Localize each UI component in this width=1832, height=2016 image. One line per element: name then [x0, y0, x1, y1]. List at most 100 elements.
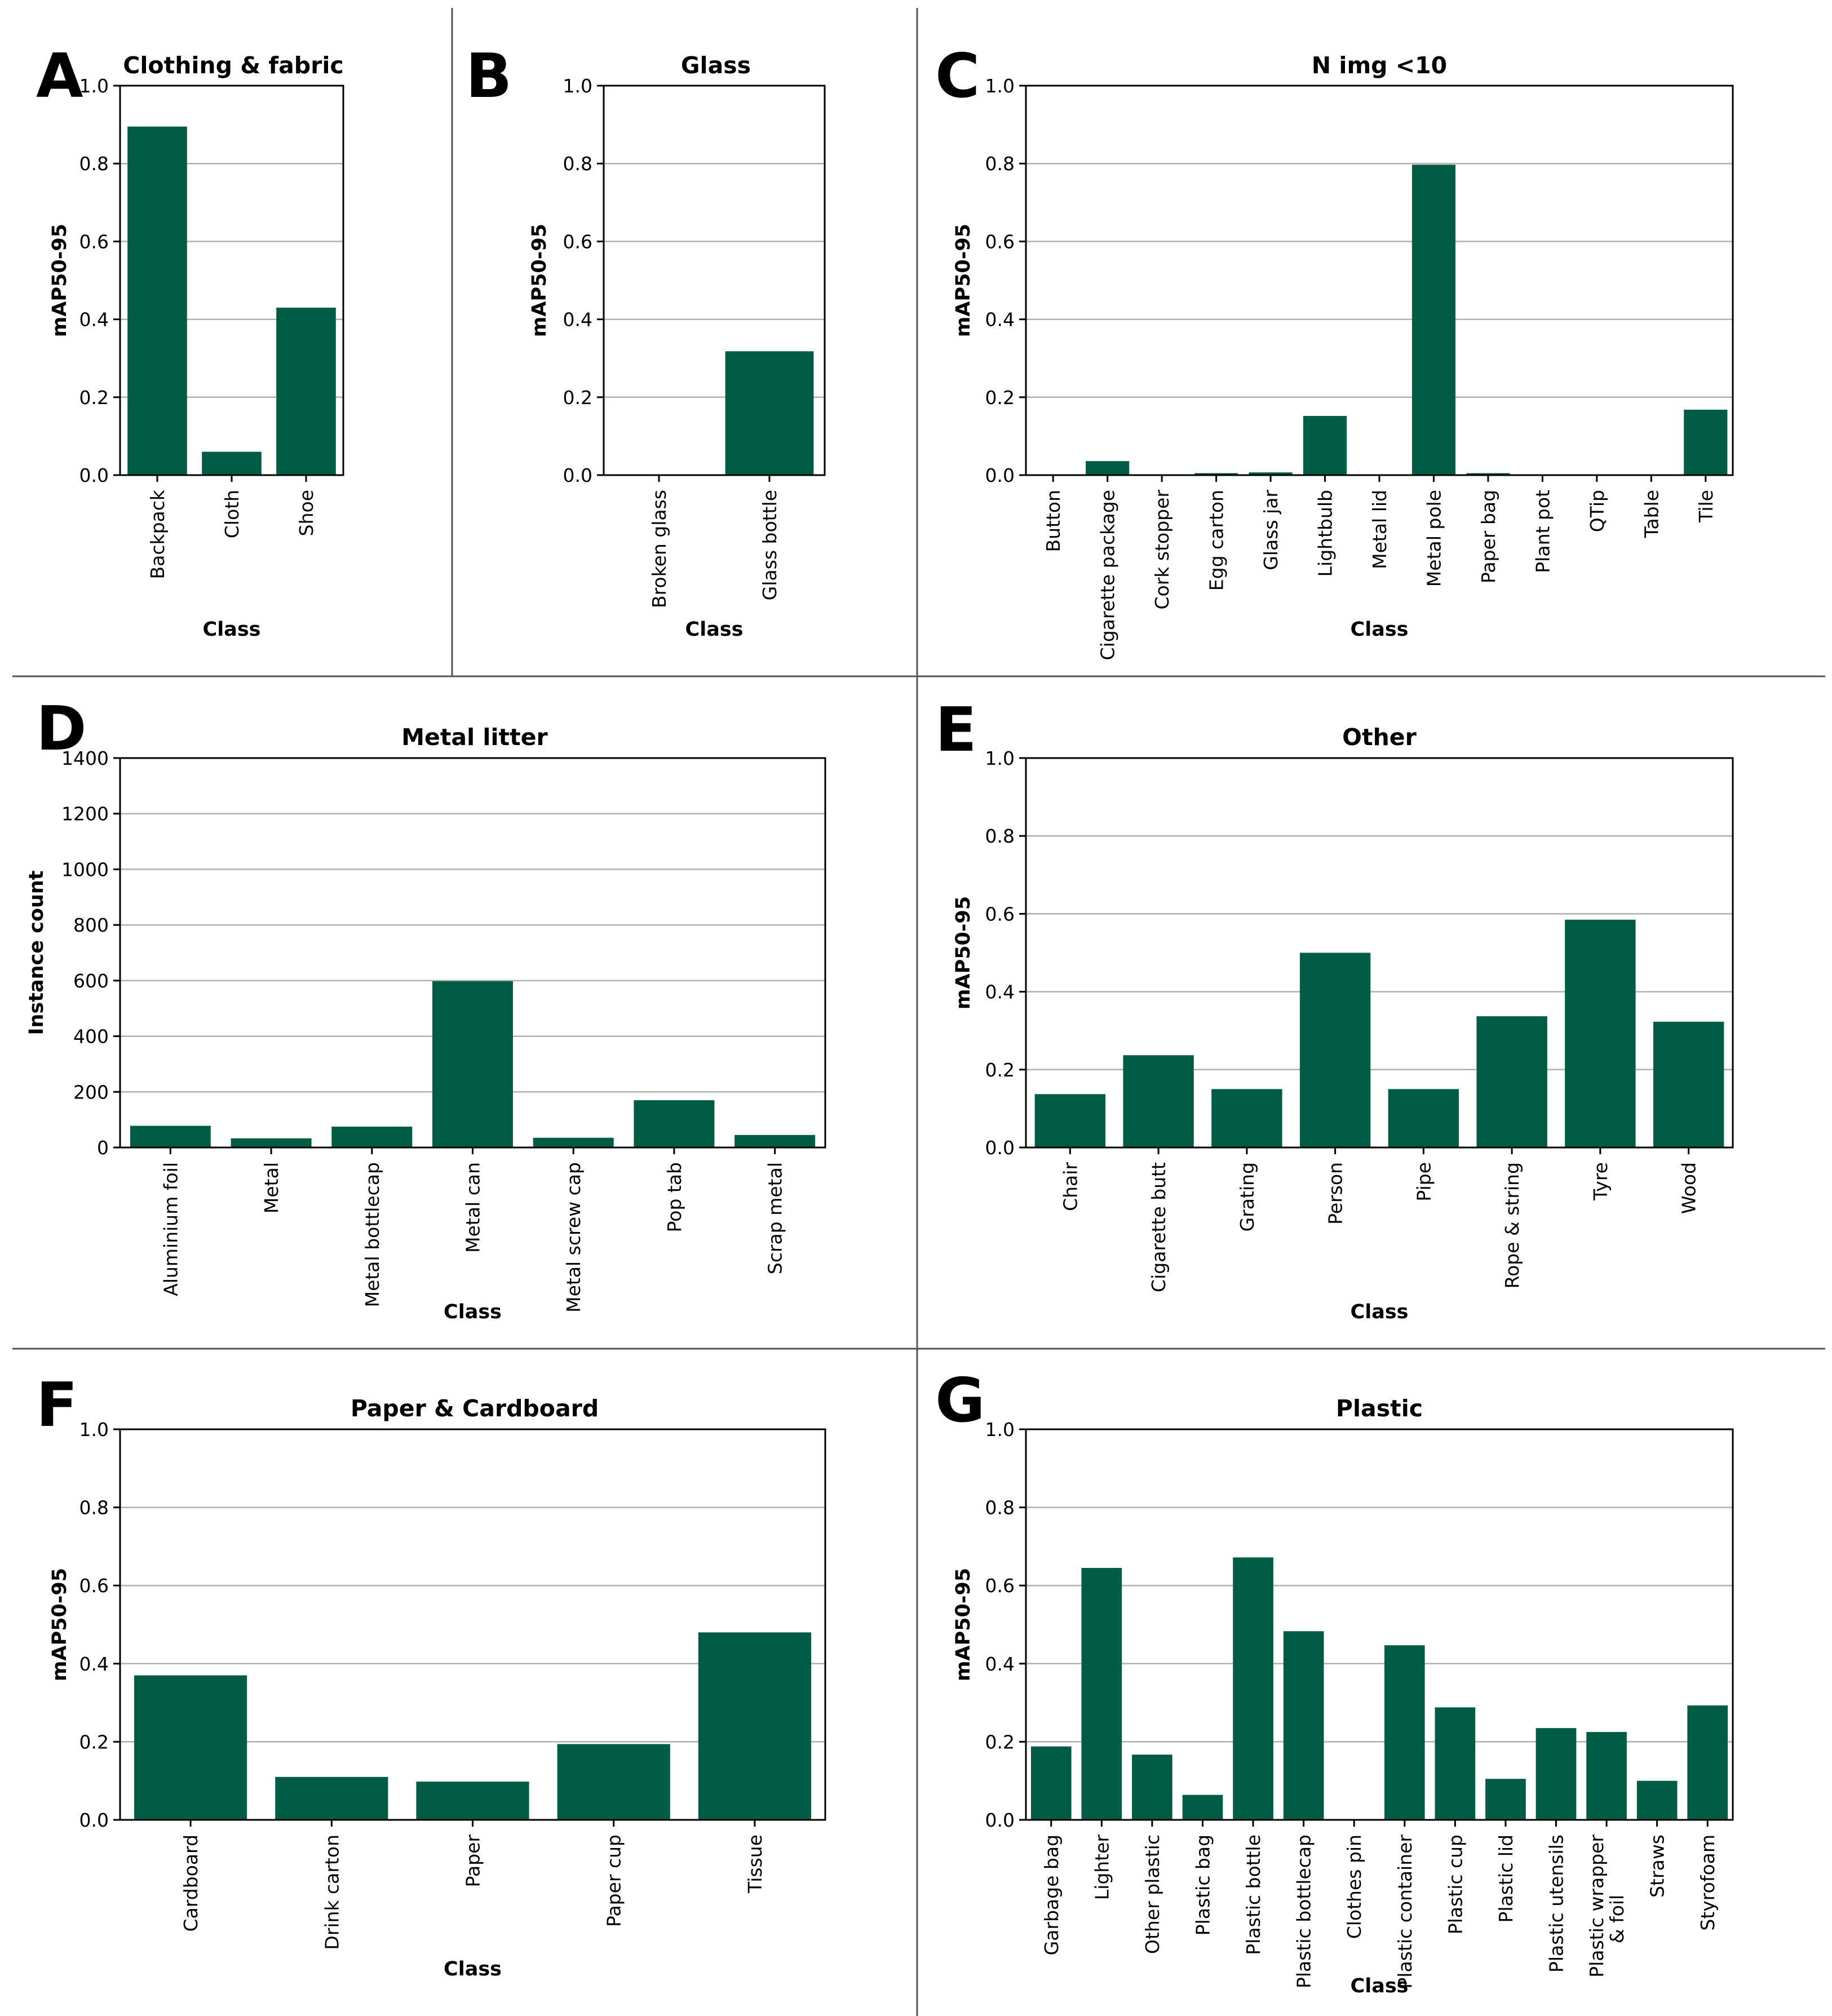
panel-letter: D	[36, 694, 87, 764]
x-tick-label: Grating	[1236, 1162, 1258, 1231]
y-tick-label: 1.0	[985, 75, 1015, 97]
x-axis-label: Class	[444, 1958, 502, 1980]
y-tick-label: 0.6	[985, 903, 1015, 925]
y-tick-label: 1.0	[563, 75, 592, 97]
panel-b: 0.0 0.2 0.4 0.6 0.8 1.0 Broken glass Glass bott…	[466, 41, 826, 641]
x-tick-label: Styrofoam	[1697, 1835, 1719, 1931]
panel-title: Metal litter	[401, 724, 548, 751]
x-tick-label: Lighter	[1091, 1835, 1113, 1900]
bar-plastic-lid	[1485, 1779, 1526, 1820]
x-tick-label: Metal pole	[1423, 490, 1445, 587]
bar-lighter	[1081, 1568, 1122, 1820]
x-tick-label: Plastic container	[1394, 1835, 1416, 1989]
y-tick-label: 0.8	[985, 1497, 1015, 1519]
panel-d: 0 200 400 600 800 1000 1200 1400 Aluminium foil M…	[25, 694, 826, 1323]
x-tick-label: Glass jar	[1260, 490, 1282, 570]
x-tick-label: Shoe	[295, 490, 317, 536]
x-axis-label: Class	[1351, 618, 1409, 641]
bar-plastic-wrapper-foil	[1586, 1732, 1627, 1820]
y-tick-label: 0.4	[563, 309, 592, 331]
x-tick-label: QTip	[1586, 490, 1608, 532]
bar-glass-jar	[1249, 472, 1293, 475]
bar-plastic-container	[1384, 1645, 1425, 1820]
y-tick-label: 0.4	[985, 309, 1015, 331]
bar-pop-tab	[634, 1100, 715, 1147]
bar-drink-carton	[275, 1776, 388, 1820]
bar-plastic-bottle	[1233, 1557, 1273, 1820]
x-tick-label: Tyre	[1590, 1162, 1612, 1201]
bar-lightbulb	[1303, 415, 1347, 475]
y-tick-label: 0.8	[563, 153, 592, 175]
panel-letter: F	[36, 1370, 78, 1441]
y-tick-label: 200	[73, 1081, 109, 1103]
panel-letter: C	[935, 41, 980, 112]
panel-g: 0.0 0.2 0.4 0.6 0.8 1.0 Garbage bag Lighter Othe…	[935, 1366, 1734, 1997]
panel-letter: B	[466, 41, 512, 112]
y-tick-label: 0.0	[985, 1137, 1015, 1159]
y-axis-label: mAP50-95	[528, 224, 551, 337]
panel-letter: A	[36, 41, 83, 112]
y-tick-label: 0.8	[79, 1497, 109, 1519]
x-tick-label-line: & foil	[1606, 1895, 1628, 1943]
bar-metal	[231, 1138, 312, 1147]
bar-tyre	[1565, 919, 1636, 1147]
bar-tile	[1684, 409, 1728, 475]
bar-aluminium-foil	[130, 1126, 211, 1147]
x-tick-label: Button	[1042, 490, 1064, 552]
x-tick-label: Paper bag	[1477, 490, 1499, 583]
y-axis-label: mAP50-95	[952, 224, 975, 337]
bar-garbage-bag	[1030, 1746, 1072, 1820]
bar-paper-cup	[557, 1744, 670, 1820]
y-tick-label: 1.0	[79, 75, 109, 97]
x-tick-label: Paper	[462, 1835, 484, 1887]
x-tick-label: Cigarette package	[1097, 490, 1119, 661]
y-tick-label: 1.0	[985, 1419, 1015, 1441]
x-tick-label-line: Plastic wrapper	[1586, 1835, 1608, 1978]
x-tick-label: Plastic bottle	[1242, 1835, 1264, 1955]
x-tick-label: Tissue	[744, 1835, 766, 1894]
y-tick-label: 800	[73, 914, 109, 936]
bar-paper-bag	[1466, 473, 1510, 475]
bar-cardboard	[134, 1675, 247, 1820]
y-axis-label: mAP50-95	[952, 896, 975, 1009]
x-tick-label: Lightbulb	[1315, 490, 1337, 577]
panel-title: Plastic	[1336, 1395, 1423, 1422]
x-tick-label: Wood	[1678, 1162, 1700, 1214]
bar-paper	[416, 1782, 529, 1820]
x-tick-label: Metal	[260, 1162, 282, 1213]
bar-metal-bottlecap	[331, 1126, 413, 1147]
y-tick-label: 0.0	[79, 1809, 109, 1831]
x-tick-label: Plastic bottlecap	[1293, 1835, 1315, 1988]
bar-plastic-utensils	[1535, 1728, 1577, 1820]
panel-title: Paper & Cardboard	[351, 1395, 599, 1422]
y-tick-label: 0.6	[563, 231, 592, 252]
panel-c: 0.0 0.2 0.4 0.6 0.8 1.0 Button Cigarette packag…	[935, 41, 1734, 661]
x-tick-label: Metal screw cap	[563, 1162, 585, 1313]
x-tick-label: Backpack	[147, 489, 169, 579]
y-tick-label: 0.2	[985, 387, 1015, 409]
bar-cigarette-butt	[1123, 1055, 1194, 1147]
bar-other-plastic	[1132, 1754, 1172, 1820]
panel-a: 0.0 0.2 0.4 0.6 0.8 1.0 Backpack Cloth Shoe Cloth…	[36, 41, 344, 641]
bar-plastic-bottlecap	[1283, 1631, 1324, 1820]
bar-metal-screw-cap	[533, 1137, 614, 1147]
x-tick-label: Rope & string	[1501, 1162, 1523, 1288]
y-tick-label: 0.8	[985, 153, 1015, 175]
x-tick-label: Plastic wrapper& foil	[1586, 1835, 1628, 1978]
x-axis-label: Class	[685, 618, 744, 641]
x-axis-label: Class	[1351, 1301, 1409, 1323]
x-tick-label: Metal can	[462, 1162, 484, 1253]
x-tick-label: Plastic cup	[1444, 1835, 1466, 1934]
panel-title: N img <10	[1312, 52, 1447, 79]
x-tick-label: Cardboard	[180, 1835, 202, 1932]
plot-frame	[1025, 1428, 1734, 1821]
bar-chair	[1034, 1094, 1106, 1147]
bar-rope-string	[1476, 1016, 1547, 1147]
bar-metal-can	[432, 981, 513, 1147]
y-tick-label: 0.2	[79, 387, 109, 409]
y-tick-label: 0.2	[985, 1731, 1015, 1753]
x-axis-label: Class	[444, 1301, 502, 1323]
panel-letter: E	[935, 695, 977, 765]
bar-tissue	[698, 1632, 811, 1820]
